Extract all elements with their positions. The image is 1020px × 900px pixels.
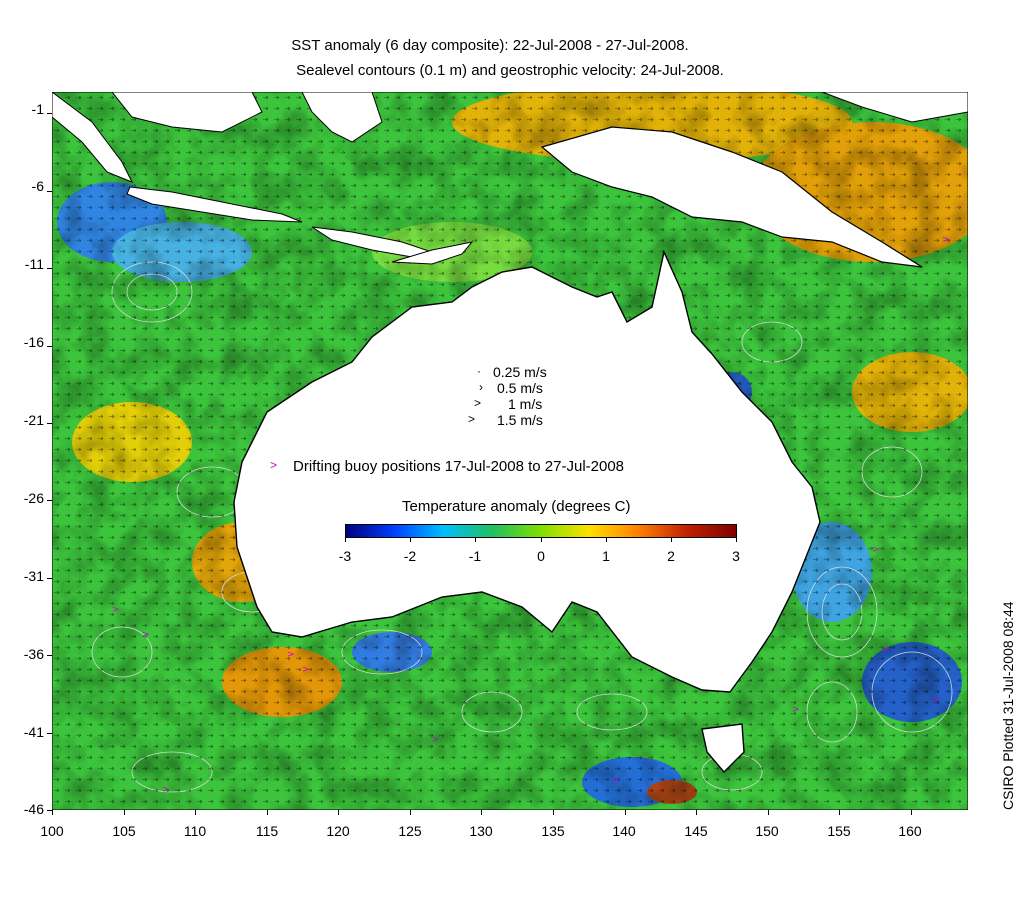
speed-legend-15: 1.5 m/s xyxy=(497,412,543,428)
buoy-legend-text: Drifting buoy positions 17-Jul-2008 to 2… xyxy=(293,458,625,475)
speed-arrow-icon: > xyxy=(468,412,476,426)
svg-text:>: > xyxy=(882,645,890,655)
x-tick-label: 150 xyxy=(755,823,779,839)
temperature-colorbar xyxy=(345,524,737,538)
y-tick-label: -41 xyxy=(23,724,44,740)
x-tick-label: 105 xyxy=(112,823,136,839)
x-tick-label: 130 xyxy=(469,823,493,839)
y-tick-label: -46 xyxy=(23,801,44,817)
map-title-line2: Sealevel contours (0.1 m) and geostrophi… xyxy=(296,62,724,79)
svg-text:>: > xyxy=(792,705,800,715)
svg-text:>: > xyxy=(932,695,940,705)
svg-text:>: > xyxy=(432,735,440,745)
colorbar-tick: -1 xyxy=(468,548,482,564)
sst-anomaly-map: > > > > > > > > > > > > xyxy=(52,92,968,810)
y-tick-label: -16 xyxy=(23,334,44,350)
map-title-line1: SST anomaly (6 day composite): 22-Jul-20… xyxy=(291,37,689,54)
colorbar-tick: -2 xyxy=(403,548,417,564)
svg-text:>: > xyxy=(162,785,170,795)
svg-text:>: > xyxy=(112,605,120,615)
sulawesi-island xyxy=(301,92,383,143)
x-tick-label: 155 xyxy=(827,823,851,839)
speed-legend-1: 1 m/s xyxy=(508,396,543,412)
colorbar-tick: 3 xyxy=(732,548,740,564)
colorbar-tick: 0 xyxy=(537,548,545,564)
solomon-islands xyxy=(821,92,968,123)
speed-arrow-icon: › xyxy=(479,380,483,394)
y-tick-mark xyxy=(47,577,52,579)
x-tick-label: 160 xyxy=(898,823,922,839)
x-tick-label: 125 xyxy=(398,823,422,839)
x-tick-mark xyxy=(52,810,53,815)
speed-arrow-icon: > xyxy=(474,396,482,410)
x-tick-mark xyxy=(123,810,125,815)
y-tick-mark xyxy=(47,113,52,115)
x-tick-label: 100 xyxy=(40,823,64,839)
y-tick-label: -1 xyxy=(31,101,44,117)
y-tick-label: -36 xyxy=(23,646,44,662)
y-tick-mark xyxy=(47,655,52,657)
x-tick-mark xyxy=(910,810,912,815)
x-tick-mark xyxy=(696,810,698,815)
y-tick-label: -11 xyxy=(24,256,44,272)
svg-text:>: > xyxy=(942,235,950,245)
borneo-island xyxy=(111,92,263,133)
timor-island xyxy=(391,241,474,265)
tasmania xyxy=(701,723,745,774)
x-tick-label: 140 xyxy=(612,823,636,839)
y-tick-mark xyxy=(47,810,52,811)
x-tick-label: 135 xyxy=(541,823,565,839)
svg-text:>: > xyxy=(302,665,310,675)
y-tick-label: -21 xyxy=(23,412,44,428)
australia-landmass xyxy=(233,249,821,693)
colorbar-tick: 2 xyxy=(667,548,675,564)
x-tick-mark xyxy=(552,810,554,815)
sumatra-island xyxy=(52,92,134,183)
buoy-markers: > > > > > > > > > > > > xyxy=(112,235,950,795)
x-tick-label: 145 xyxy=(684,823,708,839)
x-tick-label: 120 xyxy=(326,823,350,839)
colorbar-tick: -3 xyxy=(338,548,352,564)
y-tick-label: -6 xyxy=(31,178,44,194)
x-tick-mark xyxy=(338,810,340,815)
java-island xyxy=(126,186,303,223)
svg-text:>: > xyxy=(872,545,880,555)
x-tick-mark xyxy=(195,810,197,815)
speed-arrow-icon: · xyxy=(477,364,481,378)
colorbar-tick: 1 xyxy=(602,548,610,564)
y-tick-mark xyxy=(47,345,52,347)
svg-text:>: > xyxy=(142,630,150,640)
colorbar-title: Temperature anomaly (degrees C) xyxy=(402,498,631,515)
plot-credit: CSIRO Plotted 31-Jul-2008 08:44 xyxy=(1000,601,1016,810)
x-tick-label: 110 xyxy=(183,823,207,839)
y-tick-mark xyxy=(47,500,52,502)
y-tick-label: -26 xyxy=(23,490,44,506)
y-tick-mark xyxy=(47,190,52,192)
new-guinea xyxy=(540,126,923,268)
x-tick-mark xyxy=(839,810,841,815)
x-tick-label: 115 xyxy=(255,823,279,839)
y-tick-mark xyxy=(47,423,52,425)
y-tick-mark xyxy=(47,732,52,734)
y-tick-mark xyxy=(47,268,52,270)
x-tick-mark xyxy=(266,810,268,815)
x-tick-mark xyxy=(409,810,411,815)
x-tick-mark xyxy=(624,810,626,815)
speed-legend-05: 0.5 m/s xyxy=(497,380,543,396)
y-tick-label: -31 xyxy=(23,568,44,584)
svg-text:>: > xyxy=(287,650,295,660)
x-tick-mark xyxy=(481,810,483,815)
buoy-marker-icon: > xyxy=(270,458,278,472)
svg-text:>: > xyxy=(612,775,620,785)
speed-legend-025: 0.25 m/s xyxy=(493,364,547,380)
x-tick-mark xyxy=(767,810,769,815)
